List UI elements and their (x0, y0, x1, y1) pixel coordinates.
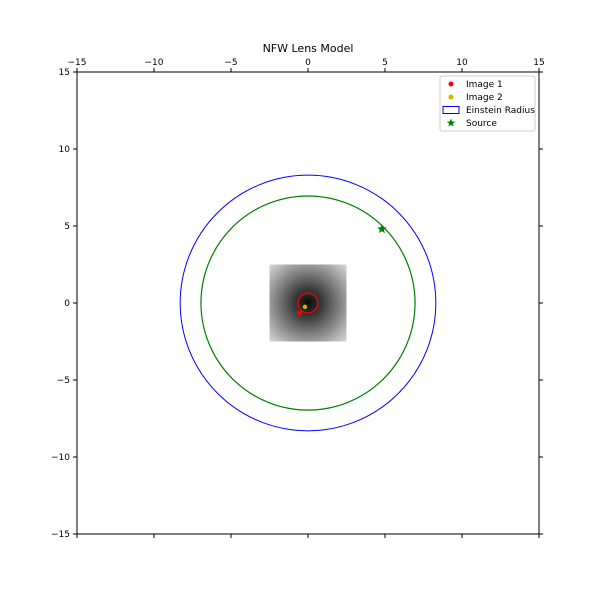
legend-label-2: Image 2 (466, 93, 503, 103)
density-map (269, 264, 347, 342)
y-tick-label: −5 (57, 376, 70, 386)
chart-title: NFW Lens Model (263, 42, 354, 55)
x-tick-label: 15 (533, 58, 544, 68)
y-tick-label: 5 (64, 222, 70, 232)
einstein-radius-circle (179, 174, 437, 432)
legend: Image 1 Image 2 Einstein Radius Source (439, 75, 536, 132)
legend-marker-2 (448, 94, 454, 100)
x-tick-label: 0 (305, 58, 311, 68)
legend-label-3: Einstein Radius (466, 106, 535, 116)
inner-critical-curve (297, 292, 319, 314)
legend-marker-3 (442, 106, 460, 114)
y-tick-label: −15 (51, 530, 70, 540)
x-tick-label: 5 (382, 58, 388, 68)
image-2-point (302, 304, 308, 310)
y-tick-label: 15 (59, 68, 70, 78)
y-tick-label: 0 (64, 299, 70, 309)
x-tick-label: −10 (145, 58, 164, 68)
y-tick-label: 10 (59, 145, 71, 155)
source-star (377, 224, 387, 234)
legend-label-4: Source (466, 119, 497, 129)
legend-box (439, 75, 536, 132)
legend-marker-4 (446, 118, 456, 127)
legend-label-1: Image 1 (466, 80, 503, 90)
y-tick-label: −10 (51, 453, 70, 463)
x-tick-label: −15 (68, 58, 87, 68)
legend-marker-1 (448, 81, 454, 87)
image-1-point (296, 310, 303, 316)
source-circle (200, 195, 416, 411)
x-tick-label: 10 (456, 58, 468, 68)
x-tick-label: −5 (224, 58, 237, 68)
